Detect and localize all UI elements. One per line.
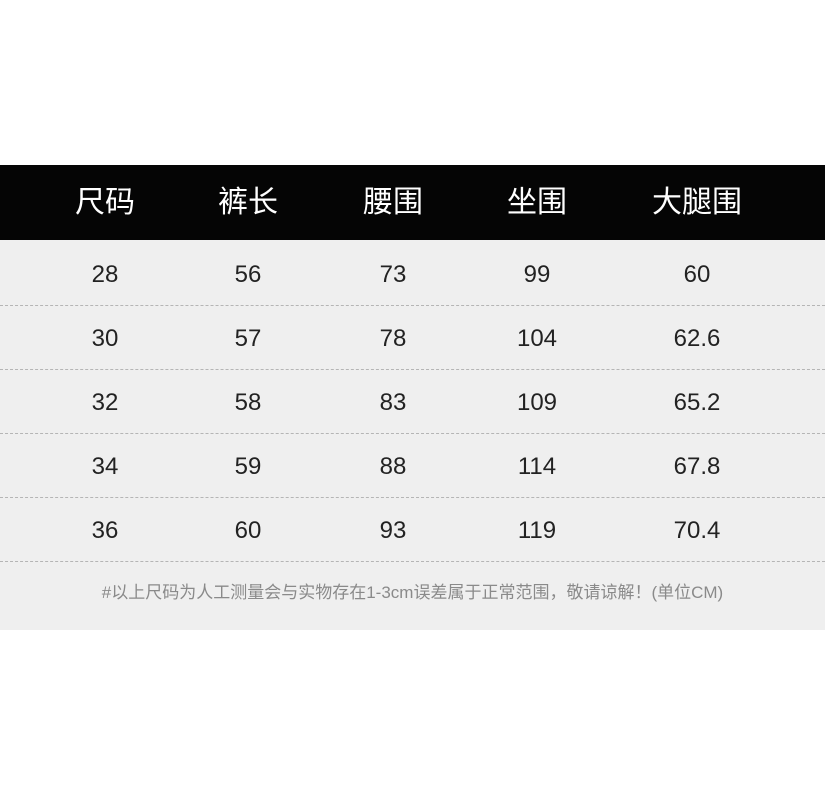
table-cell: 28 [91,261,119,288]
table-cell: 62.6 [673,325,721,352]
table-row: 30 57 78 104 62.6 [0,306,825,370]
table-row: 28 56 73 99 60 [0,242,825,306]
table-row: 32 58 83 109 65.2 [0,370,825,434]
column-header: 腰围 [363,186,423,219]
row-divider [0,561,825,562]
column-header: 大腿围 [652,186,742,219]
table-cell: 83 [379,389,407,416]
table-row: 36 60 93 119 70.4 [0,498,825,562]
table-cell: 60 [683,261,711,288]
table-cell: 30 [91,325,119,352]
table-cell: 88 [379,453,407,480]
table-cell: 58 [234,389,262,416]
table-cell: 65.2 [673,389,721,416]
table-cell: 99 [523,261,551,288]
table-cell: 34 [91,453,119,480]
table-cell: 36 [91,517,119,544]
measurement-note: #以上尺码为人工测量会与实物存在1-3cm误差属于正常范围，敬请谅解！(单位CM… [101,583,724,602]
column-header: 坐围 [507,186,567,219]
table-cell: 114 [517,453,557,480]
table-row: 34 59 88 114 67.8 [0,434,825,498]
table-cell: 60 [234,517,262,544]
table-cell: 70.4 [673,517,721,544]
table-cell: 59 [234,453,262,480]
table-header: 尺码 裤长 腰围 坐围 大腿围 [0,165,825,240]
row-divider [0,497,825,498]
column-header: 裤长 [218,186,278,219]
table-cell: 78 [379,325,407,352]
table-cell: 104 [516,325,558,352]
table-cell: 32 [91,389,119,416]
table-cell: 56 [234,261,262,288]
column-header: 尺码 [75,186,135,219]
table-cell: 57 [234,325,262,352]
row-divider [0,433,825,434]
row-divider [0,369,825,370]
table-cell: 109 [516,389,558,416]
row-divider [0,305,825,306]
table-cell: 67.8 [673,453,721,480]
table-cell: 73 [379,261,407,288]
table-cell: 93 [379,517,407,544]
table-cell: 119 [517,517,557,544]
